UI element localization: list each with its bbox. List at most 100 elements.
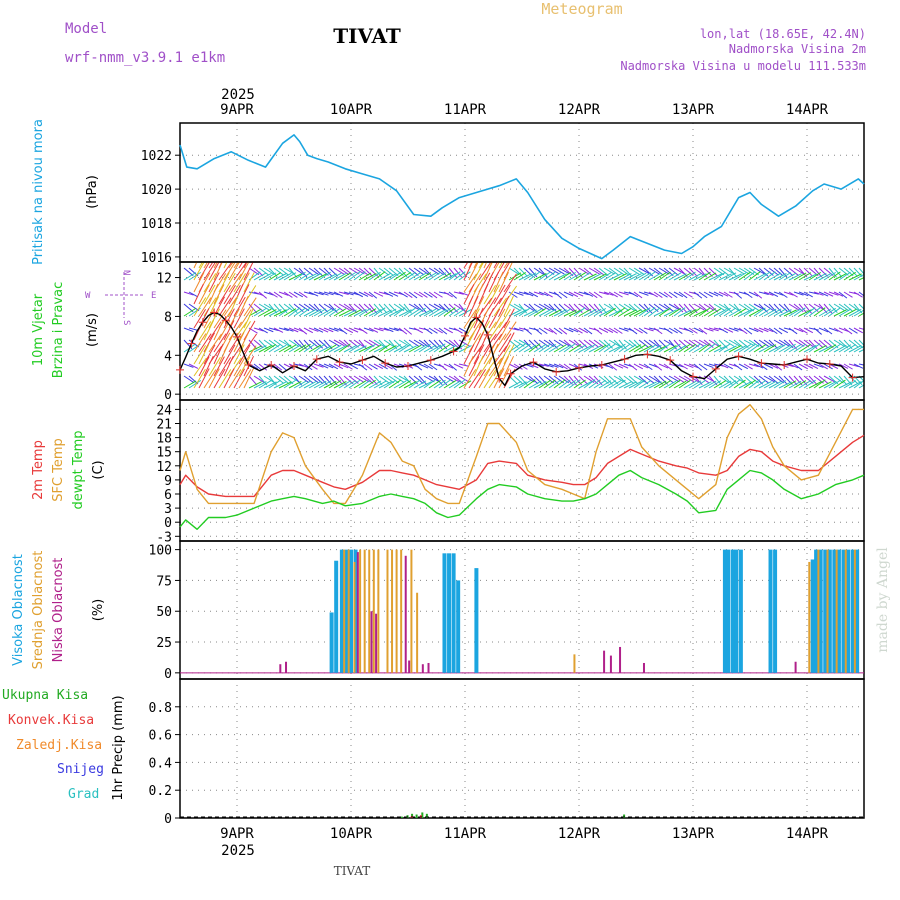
wind-vector xyxy=(578,303,590,312)
wind-vector xyxy=(568,379,581,389)
wind-vector xyxy=(493,308,506,329)
wind-vector xyxy=(758,375,769,384)
wind-vector xyxy=(803,379,816,389)
wind-vector xyxy=(623,381,637,389)
wind-vector xyxy=(688,380,702,389)
wind-point xyxy=(689,372,697,381)
wind-vector xyxy=(773,273,787,281)
wind-vector xyxy=(263,303,275,311)
cloud-mid-bar xyxy=(817,549,820,673)
wind-vector xyxy=(233,262,239,269)
wind-vector xyxy=(643,339,654,348)
wind-vector xyxy=(658,363,669,369)
wind-vector xyxy=(333,363,344,370)
wind-vector xyxy=(513,309,527,317)
wind-vector xyxy=(668,375,680,383)
wind-vector xyxy=(853,273,864,281)
wind-vector xyxy=(443,291,453,298)
wind-vector xyxy=(693,303,705,311)
wind-point xyxy=(529,358,538,367)
wind-vector xyxy=(313,291,324,296)
wind-vector xyxy=(263,375,275,383)
cloud-high-bar xyxy=(818,549,823,673)
wind-vector xyxy=(213,333,227,353)
wind-vector xyxy=(323,303,335,311)
wind-vector xyxy=(413,267,425,276)
cloud-high-bar xyxy=(339,549,344,673)
wind-vector xyxy=(528,308,542,317)
wind-vector xyxy=(843,380,857,389)
precip-label-total: Ukupna Kisa xyxy=(2,688,88,703)
wind-vector xyxy=(258,339,268,349)
wind-vector xyxy=(808,291,819,295)
wind-vector xyxy=(388,379,401,389)
wind-vector xyxy=(628,291,639,298)
cloud-high-bar xyxy=(836,549,841,673)
bottom-day-labels: 9APR 10APR 11APR 12APR 13APR 14APR xyxy=(220,826,828,842)
cloud-low-bar xyxy=(404,555,407,673)
wind-vector xyxy=(363,363,373,371)
wind-vector xyxy=(663,345,677,353)
wind-vector xyxy=(358,272,372,281)
wind-vector xyxy=(753,303,765,311)
wind-vector xyxy=(848,267,858,277)
wind-vector xyxy=(213,262,223,281)
wind-vector xyxy=(218,285,231,305)
wind-vector xyxy=(308,375,320,384)
wind-vector xyxy=(358,291,369,297)
wind-vector xyxy=(198,284,210,305)
wind-vector xyxy=(553,344,567,353)
wind-vector xyxy=(653,272,667,281)
temp-ytick-label: 9 xyxy=(164,474,172,489)
precip-ytick-label: 0.8 xyxy=(149,701,172,716)
cloud-ytick-label: 100 xyxy=(149,544,172,559)
wind-vector xyxy=(493,345,508,365)
wind-vector xyxy=(573,363,583,371)
wind-vector xyxy=(503,321,517,341)
wind-vector xyxy=(563,309,577,317)
wind-vector xyxy=(728,273,742,281)
wind-vector xyxy=(858,303,864,310)
wind-vector xyxy=(508,327,519,331)
wind-vector xyxy=(463,262,473,281)
wind-vector xyxy=(698,307,711,317)
wind-vector xyxy=(348,339,359,348)
wind-vector xyxy=(803,273,817,281)
wind-vector xyxy=(758,327,769,333)
wind-vector xyxy=(208,262,220,281)
wind-vector xyxy=(463,284,475,305)
wind-vector xyxy=(548,379,561,389)
wind-vector xyxy=(428,379,441,389)
pressure-label: Pritisak na nivou mora xyxy=(31,119,46,265)
wind-vector xyxy=(678,303,688,314)
wind-vector xyxy=(283,308,297,317)
wind-vector xyxy=(633,379,646,389)
wind-vector xyxy=(678,267,688,277)
wind-vector xyxy=(758,291,769,295)
wind-vector xyxy=(333,339,345,347)
wind-vector xyxy=(668,303,680,311)
wind-vector xyxy=(648,345,662,353)
cloud-high-bar xyxy=(334,560,339,673)
wind-vector xyxy=(523,291,534,297)
wind-vector xyxy=(408,291,418,299)
wind-vector xyxy=(398,309,412,317)
wind-vector xyxy=(353,291,364,298)
cloud-mid-bar xyxy=(359,549,362,673)
wind-vector xyxy=(528,343,541,353)
wind-vector xyxy=(263,327,274,333)
wind-vector xyxy=(423,303,434,313)
wind-vector xyxy=(678,343,691,353)
wind-vector xyxy=(663,267,674,277)
wind-vector xyxy=(388,344,402,353)
wind-vector xyxy=(483,262,493,281)
cloud-mid-bar xyxy=(416,592,419,673)
wind-vector xyxy=(423,339,433,350)
wind-vector xyxy=(368,339,380,347)
wind-vector xyxy=(773,267,784,277)
wind-vector xyxy=(328,307,341,317)
wind-vector xyxy=(308,291,319,297)
wind-vector xyxy=(788,363,799,369)
temp-ytick-label: 21 xyxy=(156,418,172,433)
wind-vector xyxy=(328,272,342,281)
